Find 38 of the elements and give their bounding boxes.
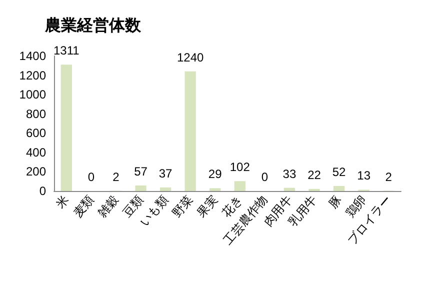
x-tick-label: 果実 [194, 192, 220, 220]
x-tick-label: 雑穀 [95, 192, 122, 220]
bar [333, 186, 345, 191]
data-label: 13 [357, 168, 371, 183]
y-tick-label: 400 [26, 145, 46, 160]
data-label: 52 [332, 164, 346, 179]
bar [210, 188, 221, 191]
y-tick-label: 1000 [19, 88, 46, 102]
y-tick-label: 0 [39, 184, 46, 198]
data-label: 33 [282, 166, 296, 181]
data-label: 22 [308, 168, 322, 182]
x-tick-label: 豆類 [120, 192, 146, 220]
bar [184, 71, 196, 191]
data-label: 2 [385, 170, 392, 184]
bar [234, 181, 246, 191]
data-label: 0 [88, 170, 95, 184]
data-label: 57 [134, 164, 148, 179]
data-label: 1311 [53, 44, 80, 58]
y-tick-label: 200 [26, 164, 46, 179]
data-label: 102 [230, 160, 250, 174]
bar [135, 186, 146, 191]
x-tick-label: 麦類 [70, 192, 97, 220]
bar [60, 64, 72, 191]
y-tick-label: 800 [26, 106, 46, 121]
data-label: 37 [158, 166, 173, 180]
x-tick-label: 豚 [326, 192, 344, 211]
y-tick-label: 1200 [19, 68, 46, 82]
chart-title: 農業経営体数 [44, 16, 142, 34]
y-tick-label: 1400 [19, 49, 46, 63]
data-label: 0 [261, 170, 268, 184]
bar [284, 188, 296, 191]
x-tick-label: 米 [53, 192, 72, 211]
bar [160, 187, 172, 191]
data-label: 2 [112, 170, 120, 184]
data-label: 1240 [176, 50, 204, 64]
y-tick-label: 600 [26, 126, 46, 140]
data-label: 29 [208, 167, 222, 182]
x-tick-label: 野菜 [170, 192, 196, 220]
